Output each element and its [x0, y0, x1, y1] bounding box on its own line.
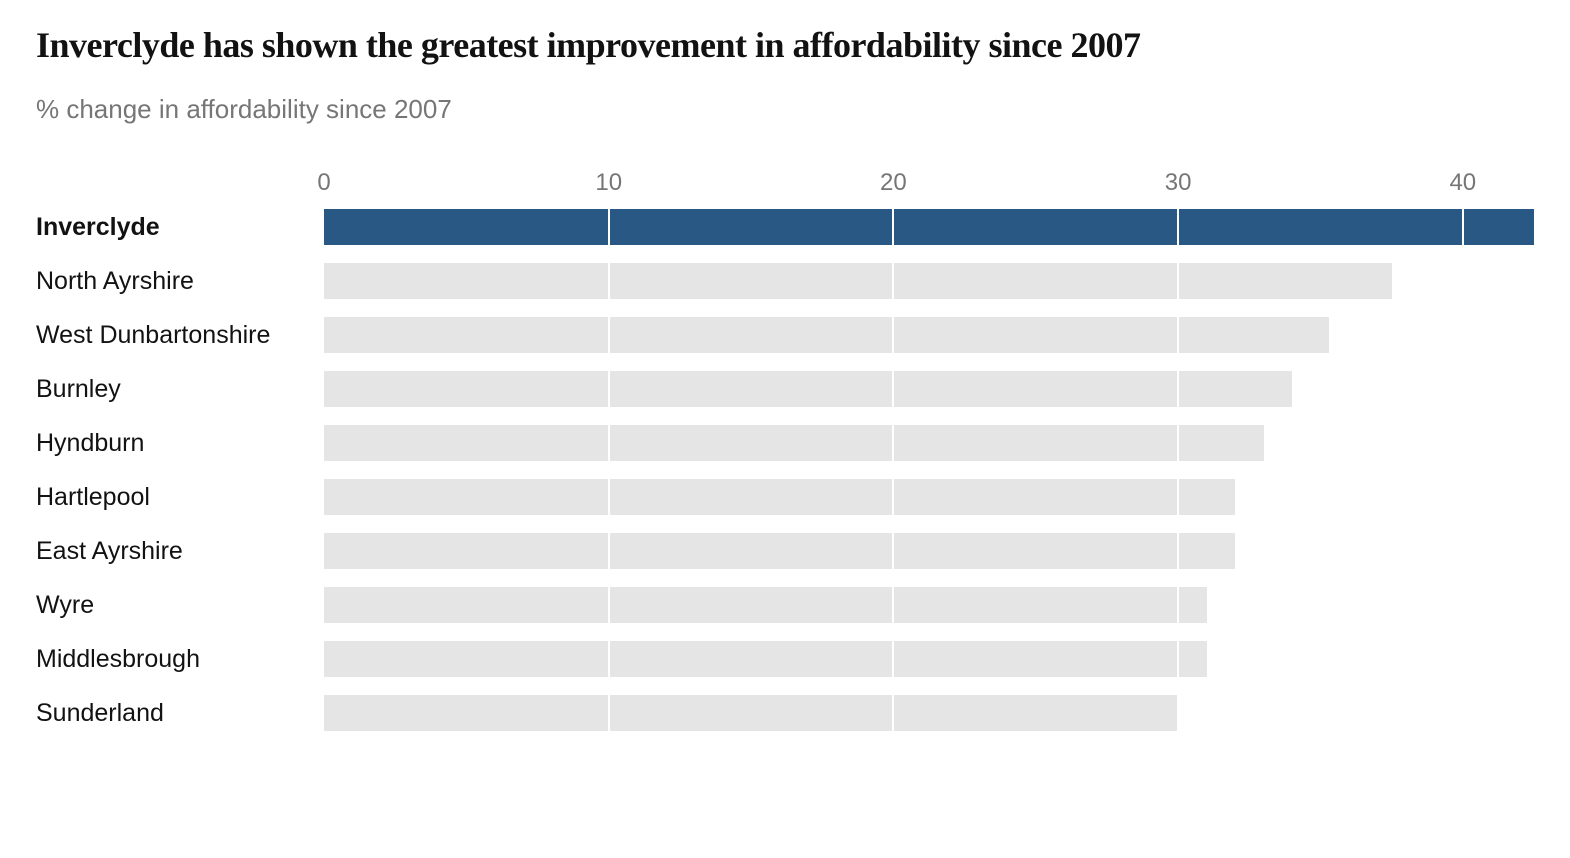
- bar-label: East Ayrshire: [36, 536, 324, 566]
- bar-plot-area: [324, 259, 1534, 303]
- bar-row: Hartlepool: [36, 475, 1534, 519]
- bar-label: Middlesbrough: [36, 644, 324, 674]
- bar-row: Wyre: [36, 583, 1534, 627]
- bar-label: West Dunbartonshire: [36, 320, 324, 350]
- bar-plot-area: [324, 529, 1534, 573]
- x-axis-tick-label: 10: [595, 169, 622, 197]
- bar-row: Sunderland: [36, 691, 1534, 735]
- bar: [324, 695, 1178, 731]
- bar-plot-area: [324, 367, 1534, 411]
- x-axis-tick-label: 20: [880, 169, 907, 197]
- chart-container: Inverclyde has shown the greatest improv…: [0, 0, 1570, 775]
- bar-chart: 0 10 20 30 40 Inverclyde North Ayrshire West D…: [36, 169, 1534, 735]
- bar-row: Middlesbrough: [36, 637, 1534, 681]
- bar-row: East Ayrshire: [36, 529, 1534, 573]
- x-axis-tick-label: 40: [1449, 169, 1476, 197]
- chart-subtitle: % change in affordability since 2007: [36, 94, 1534, 125]
- bar-plot-area: [324, 313, 1534, 357]
- x-axis-tick-label: 30: [1165, 169, 1192, 197]
- bar: [324, 641, 1207, 677]
- bar-row: Burnley: [36, 367, 1534, 411]
- bar: [324, 317, 1329, 353]
- bar: [324, 479, 1235, 515]
- bar: [324, 587, 1207, 623]
- bar-plot-area: [324, 421, 1534, 465]
- bar: [324, 263, 1392, 299]
- bar-plot-area: [324, 583, 1534, 627]
- bar-label: Hyndburn: [36, 428, 324, 458]
- bar-label: Hartlepool: [36, 482, 324, 512]
- bar: [324, 371, 1292, 407]
- x-axis: 0 10 20 30 40: [36, 169, 1534, 205]
- bar-plot-area: [324, 205, 1534, 249]
- bar-plot-area: [324, 691, 1534, 735]
- bar: [324, 209, 1534, 245]
- bar-label: Sunderland: [36, 698, 324, 728]
- bar-row: North Ayrshire: [36, 259, 1534, 303]
- bar: [324, 533, 1235, 569]
- bar-label: Burnley: [36, 374, 324, 404]
- bar-label: Inverclyde: [36, 212, 324, 242]
- bar: [324, 425, 1264, 461]
- bar-row: Hyndburn: [36, 421, 1534, 465]
- bar-row: Inverclyde: [36, 205, 1534, 249]
- bar-row: West Dunbartonshire: [36, 313, 1534, 357]
- bar-rows: Inverclyde North Ayrshire West Dunbartonsh…: [36, 205, 1534, 735]
- bar-plot-area: [324, 475, 1534, 519]
- bar-label: Wyre: [36, 590, 324, 620]
- bar-label: North Ayrshire: [36, 266, 324, 296]
- x-axis-tick-label: 0: [317, 169, 330, 197]
- x-axis-ticks: 010203040: [324, 169, 1534, 205]
- bar-plot-area: [324, 637, 1534, 681]
- chart-title: Inverclyde has shown the greatest improv…: [36, 24, 1534, 66]
